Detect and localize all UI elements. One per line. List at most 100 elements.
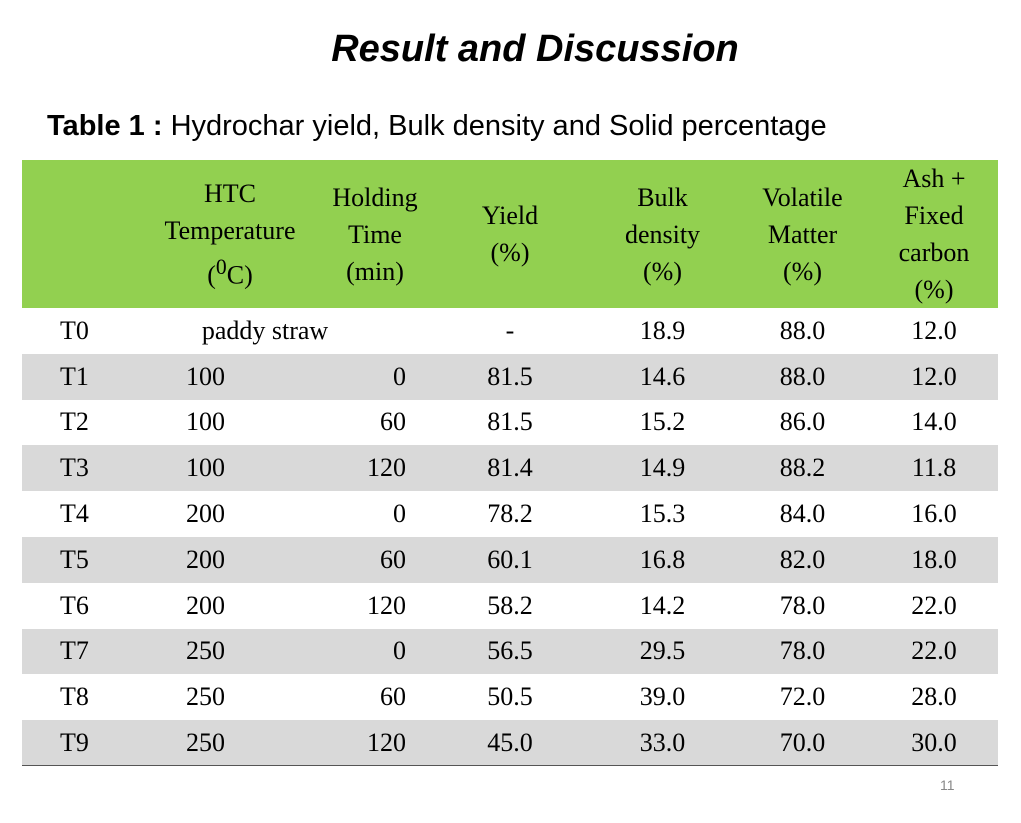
table-cell: T7 bbox=[60, 636, 89, 666]
header-text: Matter bbox=[767, 219, 838, 249]
table-cell: 16.0 bbox=[911, 499, 957, 529]
table-row: T6 200 120 58.2 14.2 78.0 22.0 bbox=[22, 583, 998, 629]
table-cell: 18.0 bbox=[911, 544, 957, 574]
header-superscript: 0 bbox=[215, 254, 227, 279]
table-cell: 16.8 bbox=[639, 544, 686, 574]
table-cell: 82.0 bbox=[779, 544, 826, 574]
table-cell: T6 bbox=[60, 590, 89, 620]
table-cell: 39.0 bbox=[639, 682, 686, 712]
table-cell: 250 bbox=[186, 636, 225, 666]
table-cell: T5 bbox=[60, 544, 89, 574]
table-cell: 33.0 bbox=[639, 727, 686, 757]
table-cell: 81.5 bbox=[487, 361, 533, 391]
header-text: Bulk bbox=[637, 182, 688, 212]
header-text: HTC bbox=[204, 178, 256, 208]
table-cell: T3 bbox=[60, 453, 89, 483]
table-cell: 84.0 bbox=[779, 499, 826, 529]
caption-text: Hydrochar yield, Bulk density and Solid … bbox=[170, 110, 827, 142]
table-cell: 14.2 bbox=[639, 590, 686, 620]
table-cell: 200 bbox=[186, 590, 225, 620]
header-text: (%) bbox=[783, 256, 822, 286]
header-text: Fixed bbox=[904, 201, 964, 230]
header-cell: Bulk density (%) bbox=[590, 160, 735, 308]
table-cell: 22.0 bbox=[911, 636, 957, 666]
table-cell: 100 bbox=[186, 407, 225, 437]
header-text: C) bbox=[226, 260, 253, 290]
table-cell: 0 bbox=[393, 636, 406, 666]
data-table: HTC Temperature (0C) Holding Time (min) Yield(… bbox=[22, 160, 998, 766]
table-cell: 70.0 bbox=[779, 727, 826, 757]
table-row: T9 250 120 45.0 33.0 70.0 30.0 bbox=[22, 720, 998, 766]
table-cell: 60 bbox=[380, 682, 406, 712]
header-text: Ash + bbox=[902, 164, 966, 193]
table-row: T1 100 0 81.5 14.6 88.0 12.0 bbox=[22, 353, 998, 400]
slide-title: Result and Discussion bbox=[331, 28, 739, 70]
table-cell: 100 bbox=[186, 361, 225, 391]
table-cell: 0 bbox=[393, 361, 406, 391]
table-cell: 22.0 bbox=[911, 590, 957, 620]
table-cell: 56.5 bbox=[487, 636, 533, 666]
table-cell: 28.0 bbox=[911, 682, 957, 712]
table-cell: 14.0 bbox=[911, 407, 957, 437]
table-row: T3 100 120 81.4 14.9 88.2 11.8 bbox=[22, 445, 998, 492]
header-row: HTC Temperature (0C) Holding Time (min) Yield (… bbox=[22, 160, 998, 308]
table-cell: 0 bbox=[393, 499, 406, 529]
header-text: ( bbox=[207, 260, 216, 290]
table-cell: 60 bbox=[380, 407, 406, 437]
header-text: (%) bbox=[490, 238, 530, 267]
table-cell: 29.5 bbox=[639, 636, 686, 666]
table-cell: 81.4 bbox=[487, 453, 533, 483]
table-cell: 120 bbox=[367, 590, 406, 620]
table-cell: 100 bbox=[186, 453, 225, 483]
table-row: T8 250 60 50.5 39.0 72.0 28.0 bbox=[22, 674, 998, 720]
header-cell: Holding Time (min) bbox=[320, 160, 430, 308]
caption-label: Table 1 : bbox=[47, 110, 163, 142]
table-cell: 60.1 bbox=[487, 544, 533, 574]
header-text: Temperature bbox=[164, 215, 296, 245]
table-cell: 15.2 bbox=[639, 407, 686, 437]
table-cell: 11.8 bbox=[911, 453, 957, 483]
table-cell: 88.2 bbox=[779, 453, 826, 483]
table-cell: 45.0 bbox=[487, 727, 533, 757]
table-body: T0 paddy straw - 18.9 88.0 12.0 T1 100 0 81.5 14.6… bbox=[22, 308, 998, 766]
table-cell: 78.0 bbox=[779, 636, 826, 666]
table-cell: 30.0 bbox=[911, 727, 957, 757]
table-cell: 78.2 bbox=[487, 499, 533, 529]
table-cell: 88.0 bbox=[779, 361, 826, 391]
table-row: T7 250 0 56.5 29.5 78.0 22.0 bbox=[22, 628, 998, 675]
table-cell: 250 bbox=[186, 682, 225, 712]
table-cell: 88.0 bbox=[779, 315, 826, 345]
page-number: 11 bbox=[940, 777, 955, 793]
table-cell: 72.0 bbox=[779, 682, 826, 712]
table-cell: 14.6 bbox=[639, 361, 686, 391]
table-cell: T1 bbox=[60, 361, 89, 391]
table-cell: 81.5 bbox=[487, 407, 533, 437]
header-text: Yield bbox=[481, 201, 539, 230]
header-cell bbox=[22, 160, 140, 308]
table-cell: 18.9 bbox=[639, 315, 686, 345]
header-text: Volatile bbox=[762, 182, 843, 212]
table-cell: 86.0 bbox=[779, 407, 826, 437]
table-cell: paddy straw bbox=[201, 315, 329, 345]
table-cell: 58.2 bbox=[487, 590, 533, 620]
table-cell: 200 bbox=[186, 499, 225, 529]
table-cell: T2 bbox=[60, 407, 89, 437]
table-cell: 12.0 bbox=[911, 361, 957, 391]
table-cell: 200 bbox=[186, 544, 225, 574]
table-cell: 50.5 bbox=[487, 682, 533, 712]
table-cell: 60 bbox=[380, 544, 406, 574]
table-row: T5 200 60 60.1 16.8 82.0 18.0 bbox=[22, 536, 998, 583]
table-header: HTC Temperature (0C) Holding Time (min) Yield (… bbox=[22, 160, 998, 308]
header-text: carbon bbox=[898, 238, 970, 267]
table-cell: - bbox=[505, 315, 515, 345]
table-cell: 12.0 bbox=[911, 315, 957, 345]
header-text: Holding bbox=[332, 182, 418, 212]
table-caption: Table 1 : Hydrochar yield, Bulk density … bbox=[47, 110, 827, 143]
table-cell: 15.3 bbox=[639, 499, 686, 529]
table-cell: 120 bbox=[367, 453, 406, 483]
header-text: (min) bbox=[346, 256, 404, 286]
table-cell: 14.9 bbox=[639, 453, 686, 483]
table-row: T2 100 60 81.5 15.2 86.0 14.0 bbox=[22, 400, 998, 446]
table-row: T0 paddy straw - 18.9 88.0 12.0 bbox=[22, 308, 998, 354]
